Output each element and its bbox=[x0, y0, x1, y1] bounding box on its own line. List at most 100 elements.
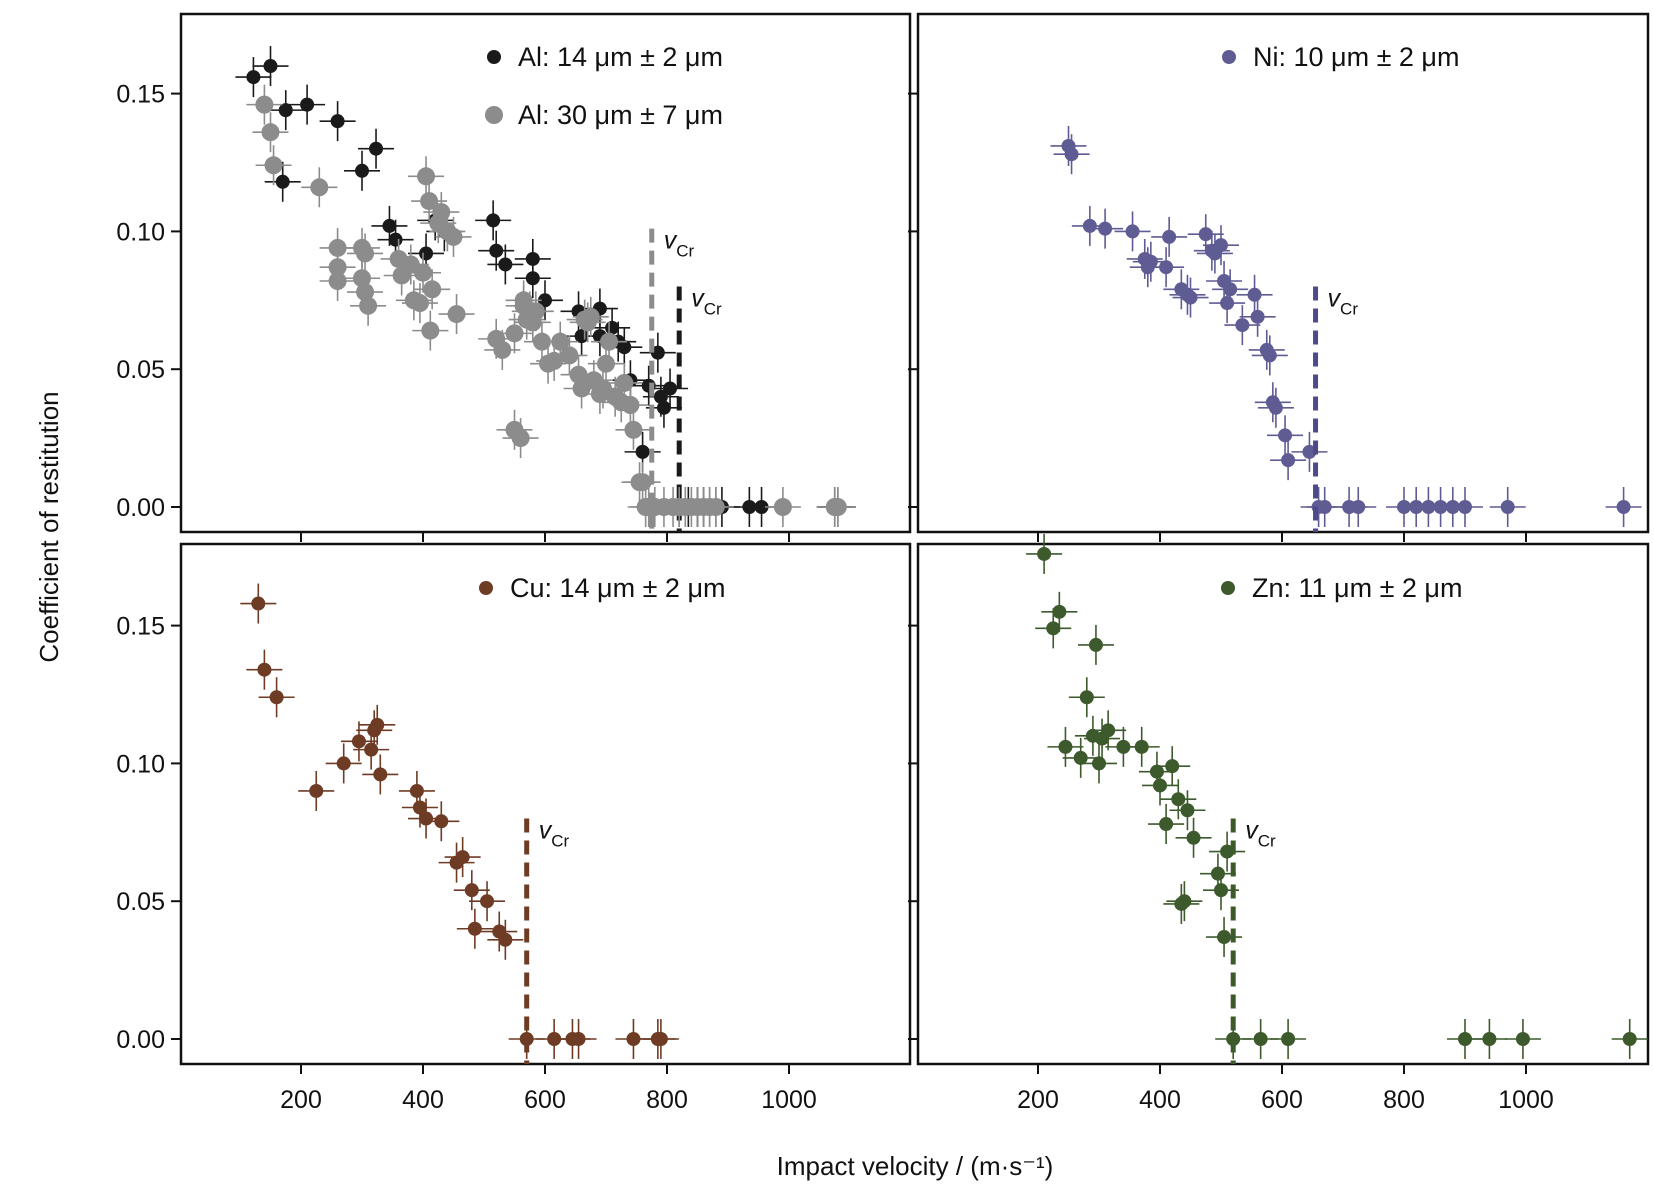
y-tick-label: 0.05 bbox=[116, 356, 165, 384]
data-point bbox=[1165, 759, 1180, 774]
data-point bbox=[447, 305, 466, 324]
legend-marker bbox=[479, 581, 493, 595]
data-point bbox=[421, 321, 440, 340]
data-point bbox=[356, 244, 375, 263]
data-point bbox=[251, 596, 266, 611]
data-point bbox=[261, 123, 280, 142]
legend-label: Zn: 11 μm ± 2 μm bbox=[1252, 573, 1462, 603]
x-axis-title: Impact velocity / (m·s⁻¹) bbox=[777, 1151, 1054, 1181]
legend-label: Cu: 14 μm ± 2 μm bbox=[510, 573, 726, 603]
data-point bbox=[1302, 444, 1317, 459]
data-point bbox=[621, 396, 640, 415]
vcr-label: vCr bbox=[1245, 817, 1276, 851]
x-tick-label: 400 bbox=[402, 1086, 444, 1114]
data-point bbox=[356, 283, 375, 302]
data-point bbox=[1079, 690, 1094, 705]
data-point bbox=[605, 320, 620, 335]
y-tick-label: 0.10 bbox=[116, 750, 165, 778]
x-tick-label: 1000 bbox=[1498, 1086, 1554, 1114]
data-point bbox=[597, 354, 615, 373]
data-point bbox=[1482, 1032, 1497, 1046]
data-point bbox=[828, 498, 847, 516]
legend-label: Al: 14 μm ± 2 μm bbox=[518, 42, 723, 72]
data-point bbox=[310, 178, 329, 197]
data-point bbox=[486, 213, 501, 228]
data-point bbox=[420, 192, 439, 211]
data-point bbox=[257, 662, 272, 677]
data-point bbox=[635, 444, 650, 459]
data-point bbox=[498, 932, 513, 947]
panel-ni: vCr Ni: 10 μm ± 2 μm bbox=[908, 12, 1650, 542]
data-point bbox=[423, 280, 442, 299]
x-tick-label: 600 bbox=[524, 1086, 566, 1114]
data-point bbox=[626, 1032, 641, 1046]
data-point bbox=[373, 767, 388, 782]
panel-frame bbox=[916, 542, 1650, 1066]
data-point bbox=[617, 340, 632, 355]
data-point bbox=[1064, 147, 1079, 162]
series-ni-0: vCr Ni: 10 μm ± 2 μm bbox=[1050, 42, 1642, 532]
data-point bbox=[551, 332, 570, 351]
data-point bbox=[1220, 296, 1235, 311]
data-point bbox=[1159, 817, 1174, 832]
data-point bbox=[538, 293, 552, 308]
data-point bbox=[419, 811, 434, 826]
data-point bbox=[309, 783, 324, 798]
data-point bbox=[560, 346, 579, 365]
data-point bbox=[633, 473, 652, 492]
y-axis-title: Coefficient of restitution bbox=[34, 391, 64, 662]
x-tick-label: 200 bbox=[1017, 1086, 1059, 1114]
legend-marker bbox=[485, 106, 503, 124]
data-point bbox=[581, 307, 600, 326]
x-tick-label: 600 bbox=[1261, 1086, 1303, 1114]
data-point bbox=[1198, 227, 1213, 242]
data-point bbox=[1262, 348, 1277, 363]
data-point bbox=[1616, 500, 1631, 514]
data-point bbox=[1098, 221, 1113, 236]
data-point bbox=[547, 1032, 562, 1046]
series-al-1: vCr Al: 30 μm ± 7 μm bbox=[246, 84, 856, 532]
data-point bbox=[773, 498, 792, 516]
legend-label: Ni: 10 μm ± 2 μm bbox=[1253, 42, 1459, 72]
data-point bbox=[364, 742, 379, 757]
data-point bbox=[1235, 318, 1250, 333]
y-tick-label: 0.10 bbox=[116, 218, 165, 246]
data-point bbox=[353, 269, 371, 288]
data-point bbox=[419, 246, 434, 261]
panel-cu: 0.00 0.05 0.10 0.15 200 400 600 800 1000 vCr Cu: 1… bbox=[116, 542, 912, 1114]
data-point bbox=[359, 296, 378, 315]
data-point bbox=[1183, 290, 1198, 305]
x-tick-label: 1000 bbox=[761, 1086, 817, 1114]
data-point bbox=[1217, 930, 1232, 945]
data-point bbox=[656, 400, 671, 415]
legend-marker bbox=[1221, 581, 1235, 595]
data-point bbox=[1153, 778, 1167, 793]
data-point bbox=[1037, 546, 1052, 561]
data-point bbox=[300, 97, 315, 112]
data-point bbox=[328, 272, 347, 291]
data-point bbox=[278, 103, 293, 118]
data-point bbox=[1500, 500, 1515, 514]
data-point bbox=[600, 332, 619, 351]
data-point bbox=[1143, 254, 1158, 269]
data-point bbox=[1088, 637, 1103, 652]
data-point bbox=[336, 756, 351, 771]
data-point bbox=[754, 500, 769, 514]
data-point bbox=[525, 271, 540, 286]
data-point bbox=[706, 498, 725, 516]
data-point bbox=[255, 95, 274, 114]
data-point bbox=[467, 921, 482, 936]
data-point bbox=[1134, 739, 1149, 754]
data-point bbox=[275, 174, 290, 189]
data-point bbox=[615, 373, 634, 392]
x-tick-label: 800 bbox=[646, 1086, 688, 1114]
data-point bbox=[1317, 500, 1332, 514]
data-point bbox=[1214, 238, 1228, 253]
data-point bbox=[650, 345, 665, 360]
data-point bbox=[1052, 604, 1067, 619]
data-point bbox=[1515, 1032, 1530, 1046]
data-point bbox=[1247, 287, 1262, 302]
data-point bbox=[624, 420, 643, 439]
data-point bbox=[1214, 883, 1228, 898]
panel-frame bbox=[179, 542, 912, 1066]
